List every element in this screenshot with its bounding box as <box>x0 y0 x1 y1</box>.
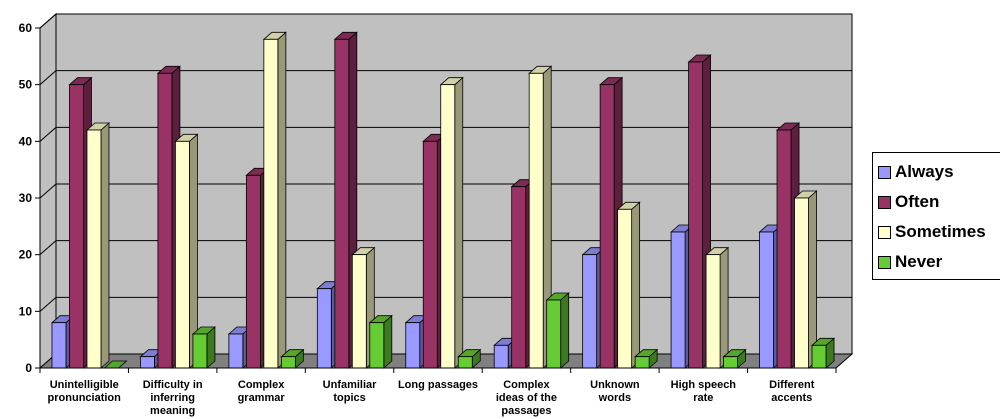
legend: Always Often Sometimes Never <box>872 152 1000 280</box>
bar-front <box>670 231 686 369</box>
y-axis: 0 10 20 30 40 50 60 <box>19 21 41 375</box>
legend-label: Always <box>895 162 954 181</box>
bar-front <box>759 231 774 369</box>
y-tick-label: 20 <box>19 248 33 262</box>
bar-front <box>157 72 173 369</box>
y-tick-label: 40 <box>19 134 33 148</box>
bar-front <box>51 322 67 369</box>
bars <box>50 31 836 369</box>
bar-sometimes <box>439 76 464 369</box>
x-category-label: Complex grammar <box>238 379 286 404</box>
x-category-label: Complex ideas of the passages <box>496 379 557 417</box>
x-category-label: Unknown words <box>590 379 640 404</box>
bar-front <box>228 333 244 369</box>
bar-front <box>369 322 385 369</box>
bar-front <box>634 356 650 369</box>
legend-swatch <box>878 165 891 179</box>
bar-sometimes <box>616 201 641 369</box>
bar-front <box>86 129 102 369</box>
x-category-label: Long passages <box>398 379 478 391</box>
bar-front <box>69 84 84 369</box>
bar-front <box>582 254 598 369</box>
bar-side <box>808 190 817 369</box>
bar-side <box>560 292 570 369</box>
bar-front <box>316 288 332 369</box>
x-category-label: Difficulty in inferring meaning <box>143 379 203 417</box>
legend-label: Often <box>895 192 940 211</box>
bar-front <box>140 356 155 369</box>
legend-label: Sometimes <box>895 222 986 241</box>
bar-front <box>245 174 261 369</box>
legend-label: Never <box>895 252 943 271</box>
bar-sometimes <box>793 190 818 369</box>
bar-side <box>277 31 287 369</box>
bar-front <box>440 84 456 369</box>
bar-sometimes <box>528 65 553 369</box>
bar-front <box>599 84 615 369</box>
bar-front <box>688 61 703 369</box>
gridline <box>39 13 852 29</box>
bar-sometimes <box>262 31 287 369</box>
bar-side <box>631 201 641 369</box>
x-category-label: Different accents <box>769 379 815 404</box>
gridline <box>39 240 852 256</box>
x-category-label: Unintelligible pronunciation <box>48 379 122 404</box>
bar-front <box>351 254 367 369</box>
bar-front <box>617 208 633 369</box>
bar-front <box>422 140 438 369</box>
legend-item-never: Never <box>878 247 1000 277</box>
legend-swatch <box>878 255 891 269</box>
bar-side <box>100 122 110 369</box>
bar-sometimes <box>174 133 199 369</box>
bar-front <box>192 333 208 369</box>
bar-front <box>457 356 473 369</box>
bar-never <box>280 348 305 369</box>
gridline <box>39 70 852 86</box>
bar-sometimes <box>705 246 730 369</box>
y-tick-label: 50 <box>19 78 33 92</box>
bar-never <box>545 292 570 369</box>
y-tick-label: 30 <box>19 191 33 205</box>
gridline <box>39 126 852 142</box>
legend-item-often: Often <box>878 187 1000 217</box>
bar-front <box>280 356 296 369</box>
bar-never <box>722 348 747 369</box>
bar-never <box>457 348 482 369</box>
bar-never <box>368 314 393 369</box>
bar-side <box>383 314 393 369</box>
bar-side <box>454 76 464 369</box>
y-tick-label: 60 <box>19 21 33 35</box>
x-axis: Unintelligible pronunciation Difficulty in… <box>39 367 837 417</box>
bar-front <box>811 344 827 369</box>
bar-front <box>263 38 279 369</box>
y-tick-label: 10 <box>19 304 33 318</box>
bar-front <box>776 129 792 369</box>
gridlines <box>39 13 852 312</box>
legend-swatch <box>878 195 891 209</box>
bar-front <box>334 38 350 369</box>
legend-item-always: Always <box>878 157 1000 187</box>
bar-never <box>810 337 836 369</box>
bar-front <box>705 254 721 369</box>
legend-item-sometimes: Sometimes <box>878 217 1000 247</box>
bar-front <box>175 140 190 369</box>
gridline <box>39 183 852 199</box>
bar-never <box>634 348 659 369</box>
bar-front <box>493 344 509 369</box>
bar-sometimes <box>85 122 111 369</box>
x-category-label: High speech rate <box>671 379 737 404</box>
bar-front <box>794 197 809 369</box>
bar-front <box>546 299 562 369</box>
y-tick-label: 0 <box>25 361 32 375</box>
bar-never <box>191 326 216 369</box>
bar-front <box>511 186 527 369</box>
bar-front <box>723 356 738 369</box>
bar-front <box>528 72 544 369</box>
bar-side <box>719 246 729 369</box>
legend-swatch <box>878 225 891 239</box>
bar-front <box>405 322 421 369</box>
x-category-label: Unfamiliar topics <box>323 379 378 404</box>
